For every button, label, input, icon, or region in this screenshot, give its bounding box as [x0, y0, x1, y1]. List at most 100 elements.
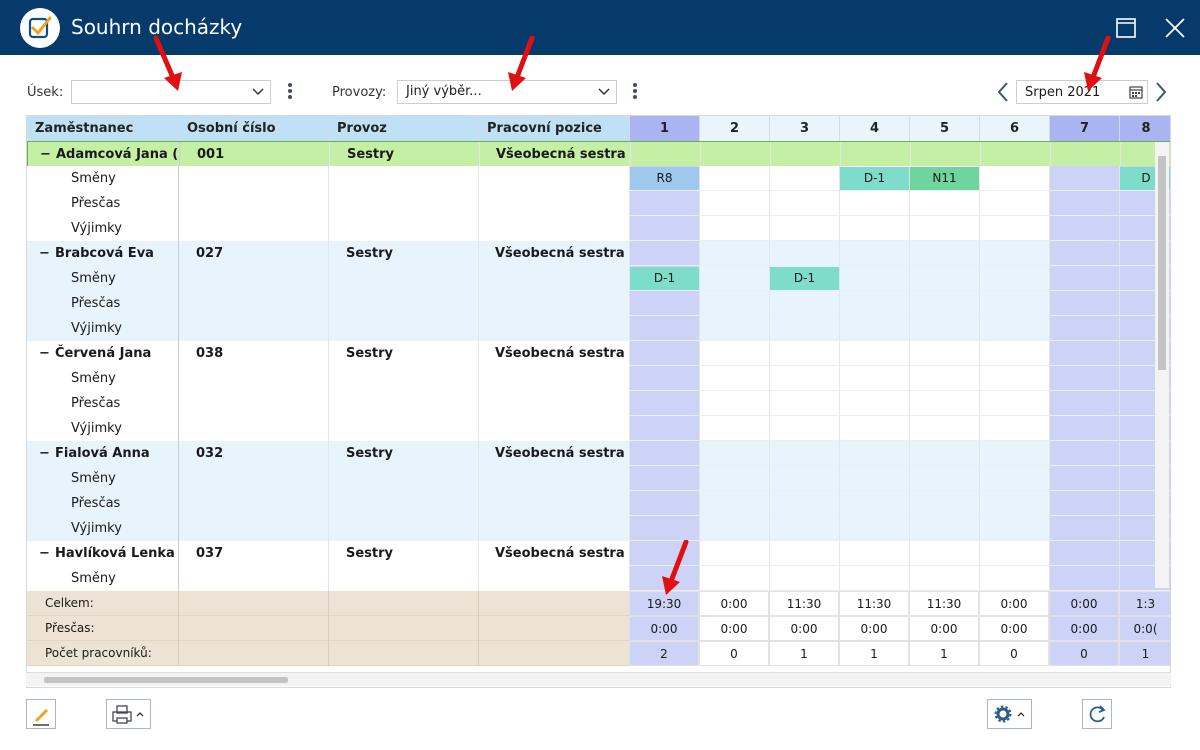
day-cell[interactable]: [769, 491, 839, 516]
employee-subrow[interactable]: Přesčas: [27, 191, 1170, 216]
employee-subrow[interactable]: Směny R8 D-1 N11 D: [27, 166, 1170, 191]
day-cell[interactable]: [629, 291, 699, 316]
day-cell[interactable]: [979, 241, 1049, 266]
day-cell[interactable]: [769, 466, 839, 491]
day-cell[interactable]: [769, 516, 839, 541]
horizontal-scrollbar-thumb[interactable]: [44, 677, 288, 683]
employee-subrow[interactable]: Směny D-1 D-1: [27, 266, 1170, 291]
day-cell[interactable]: [1049, 291, 1119, 316]
day-cell[interactable]: [909, 516, 979, 541]
day-cell[interactable]: [1049, 441, 1119, 466]
day-cell[interactable]: [629, 216, 699, 241]
day-cell[interactable]: [839, 366, 909, 391]
day-cell[interactable]: [909, 391, 979, 416]
column-header-position[interactable]: Pracovní pozice: [478, 116, 629, 141]
day-cell[interactable]: [699, 241, 769, 266]
provozy-more-icon[interactable]: [631, 81, 639, 103]
day-cell[interactable]: [1049, 416, 1119, 441]
day-cell[interactable]: [1049, 566, 1119, 591]
shift-badge[interactable]: N11: [910, 167, 979, 190]
day-cell[interactable]: [629, 516, 699, 541]
day-cell[interactable]: [769, 316, 839, 341]
column-header-day[interactable]: 2: [699, 116, 769, 141]
day-cell[interactable]: [979, 516, 1049, 541]
usek-more-icon[interactable]: [286, 81, 294, 103]
day-cell[interactable]: [699, 516, 769, 541]
day-cell[interactable]: [699, 366, 769, 391]
day-cell[interactable]: [979, 216, 1049, 241]
day-cell[interactable]: [769, 566, 839, 591]
shift-badge[interactable]: R8: [630, 167, 699, 190]
day-cell[interactable]: [1049, 541, 1119, 566]
day-cell[interactable]: [699, 266, 769, 291]
day-cell[interactable]: [629, 391, 699, 416]
day-cell[interactable]: [1049, 191, 1119, 216]
day-cell[interactable]: [979, 391, 1049, 416]
day-cell[interactable]: [629, 341, 699, 366]
day-cell[interactable]: [839, 541, 909, 566]
day-cell[interactable]: [909, 416, 979, 441]
employee-subrow[interactable]: Směny: [27, 466, 1170, 491]
day-cell[interactable]: [979, 266, 1049, 291]
day-cell[interactable]: [1049, 391, 1119, 416]
day-cell[interactable]: [909, 266, 979, 291]
day-cell[interactable]: [699, 491, 769, 516]
day-cell[interactable]: [700, 142, 770, 167]
column-header-day[interactable]: 4: [839, 116, 909, 141]
day-cell[interactable]: [1049, 266, 1119, 291]
day-cell[interactable]: [979, 566, 1049, 591]
previous-month-icon[interactable]: [993, 80, 1013, 104]
employee-subrow[interactable]: Výjimky: [27, 416, 1170, 441]
column-header-operation[interactable]: Provoz: [328, 116, 478, 141]
day-cell[interactable]: [909, 291, 979, 316]
day-cell[interactable]: [979, 191, 1049, 216]
day-cell[interactable]: D-1: [629, 266, 699, 291]
day-cell[interactable]: [769, 191, 839, 216]
day-cell[interactable]: [839, 241, 909, 266]
day-cell[interactable]: [839, 416, 909, 441]
day-cell[interactable]: [979, 341, 1049, 366]
day-cell[interactable]: [1049, 166, 1119, 191]
day-cell[interactable]: [980, 142, 1050, 167]
day-cell[interactable]: [839, 191, 909, 216]
month-picker[interactable]: Srpen 2021: [1016, 80, 1148, 104]
day-cell[interactable]: [839, 566, 909, 591]
day-cell[interactable]: [979, 166, 1049, 191]
column-header-day[interactable]: 5: [909, 116, 979, 141]
day-cell[interactable]: [629, 366, 699, 391]
employee-subrow[interactable]: Přesčas: [27, 491, 1170, 516]
day-cell[interactable]: [1049, 491, 1119, 516]
day-cell[interactable]: [909, 466, 979, 491]
day-cell[interactable]: [769, 216, 839, 241]
column-header-employee[interactable]: Zaměstnanec: [35, 121, 134, 136]
day-cell[interactable]: [839, 441, 909, 466]
day-cell[interactable]: [699, 541, 769, 566]
column-header-day[interactable]: 3: [769, 116, 839, 141]
shift-badge[interactable]: D-1: [770, 267, 839, 290]
day-cell[interactable]: [699, 291, 769, 316]
day-cell[interactable]: [699, 441, 769, 466]
day-cell[interactable]: [629, 191, 699, 216]
next-month-icon[interactable]: [1151, 80, 1171, 104]
day-cell[interactable]: [769, 341, 839, 366]
day-cell[interactable]: [699, 341, 769, 366]
day-cell[interactable]: [910, 142, 980, 167]
refresh-button[interactable]: [1082, 699, 1112, 729]
day-cell[interactable]: [840, 142, 910, 167]
column-header-day[interactable]: 1: [629, 116, 699, 141]
day-cell[interactable]: [909, 441, 979, 466]
day-cell[interactable]: D-1: [839, 166, 909, 191]
day-cell[interactable]: [979, 441, 1049, 466]
day-cell[interactable]: [979, 291, 1049, 316]
day-cell[interactable]: [1050, 142, 1120, 167]
day-cell[interactable]: [629, 466, 699, 491]
column-header-day[interactable]: 6: [979, 116, 1049, 141]
day-cell[interactable]: [629, 241, 699, 266]
day-cell[interactable]: [909, 341, 979, 366]
day-cell[interactable]: [839, 466, 909, 491]
day-cell[interactable]: [1049, 516, 1119, 541]
day-cell[interactable]: [699, 216, 769, 241]
day-cell[interactable]: [769, 391, 839, 416]
day-cell[interactable]: [839, 216, 909, 241]
day-cell[interactable]: [909, 366, 979, 391]
